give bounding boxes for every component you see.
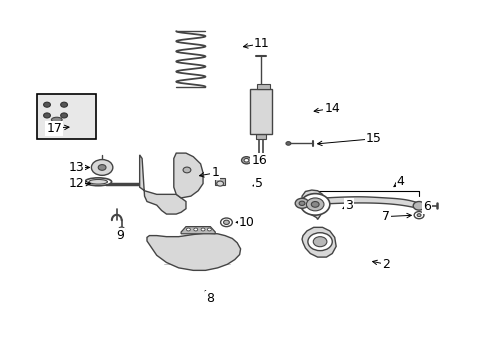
Circle shape: [412, 202, 424, 210]
Circle shape: [201, 228, 204, 231]
Text: 5: 5: [255, 177, 263, 190]
Circle shape: [313, 237, 326, 247]
Circle shape: [299, 201, 305, 206]
Ellipse shape: [51, 117, 62, 122]
Text: 7: 7: [381, 210, 389, 223]
Circle shape: [311, 202, 319, 207]
Circle shape: [241, 157, 251, 164]
Circle shape: [186, 228, 190, 231]
Text: 15: 15: [365, 132, 381, 145]
Circle shape: [244, 158, 248, 162]
Bar: [54, 123, 59, 127]
Text: 9: 9: [116, 229, 124, 242]
Text: 1: 1: [211, 166, 219, 179]
Circle shape: [300, 194, 329, 215]
Circle shape: [183, 167, 190, 173]
Polygon shape: [173, 153, 203, 198]
Text: 3: 3: [345, 199, 352, 212]
Text: 17: 17: [46, 122, 62, 135]
Text: 13: 13: [68, 161, 84, 174]
Circle shape: [61, 113, 67, 118]
Text: 16: 16: [251, 154, 266, 167]
Circle shape: [256, 161, 265, 167]
Text: 6: 6: [423, 201, 430, 213]
Polygon shape: [181, 226, 215, 234]
Text: 10: 10: [239, 216, 254, 229]
Text: 12: 12: [68, 177, 84, 190]
Polygon shape: [302, 197, 418, 209]
Text: 8: 8: [206, 292, 214, 305]
Circle shape: [220, 218, 232, 226]
Circle shape: [61, 102, 67, 107]
Polygon shape: [302, 190, 325, 220]
Circle shape: [413, 212, 423, 219]
Circle shape: [98, 165, 106, 170]
Text: 11: 11: [253, 37, 269, 50]
Text: 2: 2: [381, 258, 389, 271]
Polygon shape: [256, 134, 265, 139]
Polygon shape: [147, 233, 240, 270]
Circle shape: [43, 113, 50, 118]
Circle shape: [307, 233, 331, 251]
Polygon shape: [215, 178, 224, 185]
Bar: [37, 94, 96, 139]
Text: 14: 14: [324, 102, 340, 115]
Circle shape: [416, 214, 420, 217]
Circle shape: [54, 129, 60, 133]
Polygon shape: [250, 89, 271, 134]
Ellipse shape: [89, 180, 107, 184]
Circle shape: [216, 181, 223, 186]
Circle shape: [91, 159, 113, 175]
Circle shape: [295, 198, 308, 208]
Circle shape: [207, 228, 211, 231]
Circle shape: [43, 102, 50, 107]
Text: 4: 4: [396, 175, 404, 188]
Circle shape: [306, 198, 324, 211]
Ellipse shape: [84, 178, 111, 186]
Polygon shape: [140, 155, 185, 214]
Circle shape: [119, 227, 124, 231]
Polygon shape: [302, 227, 335, 257]
Polygon shape: [257, 84, 269, 89]
Circle shape: [223, 220, 229, 225]
Circle shape: [193, 228, 197, 231]
Circle shape: [285, 141, 290, 145]
